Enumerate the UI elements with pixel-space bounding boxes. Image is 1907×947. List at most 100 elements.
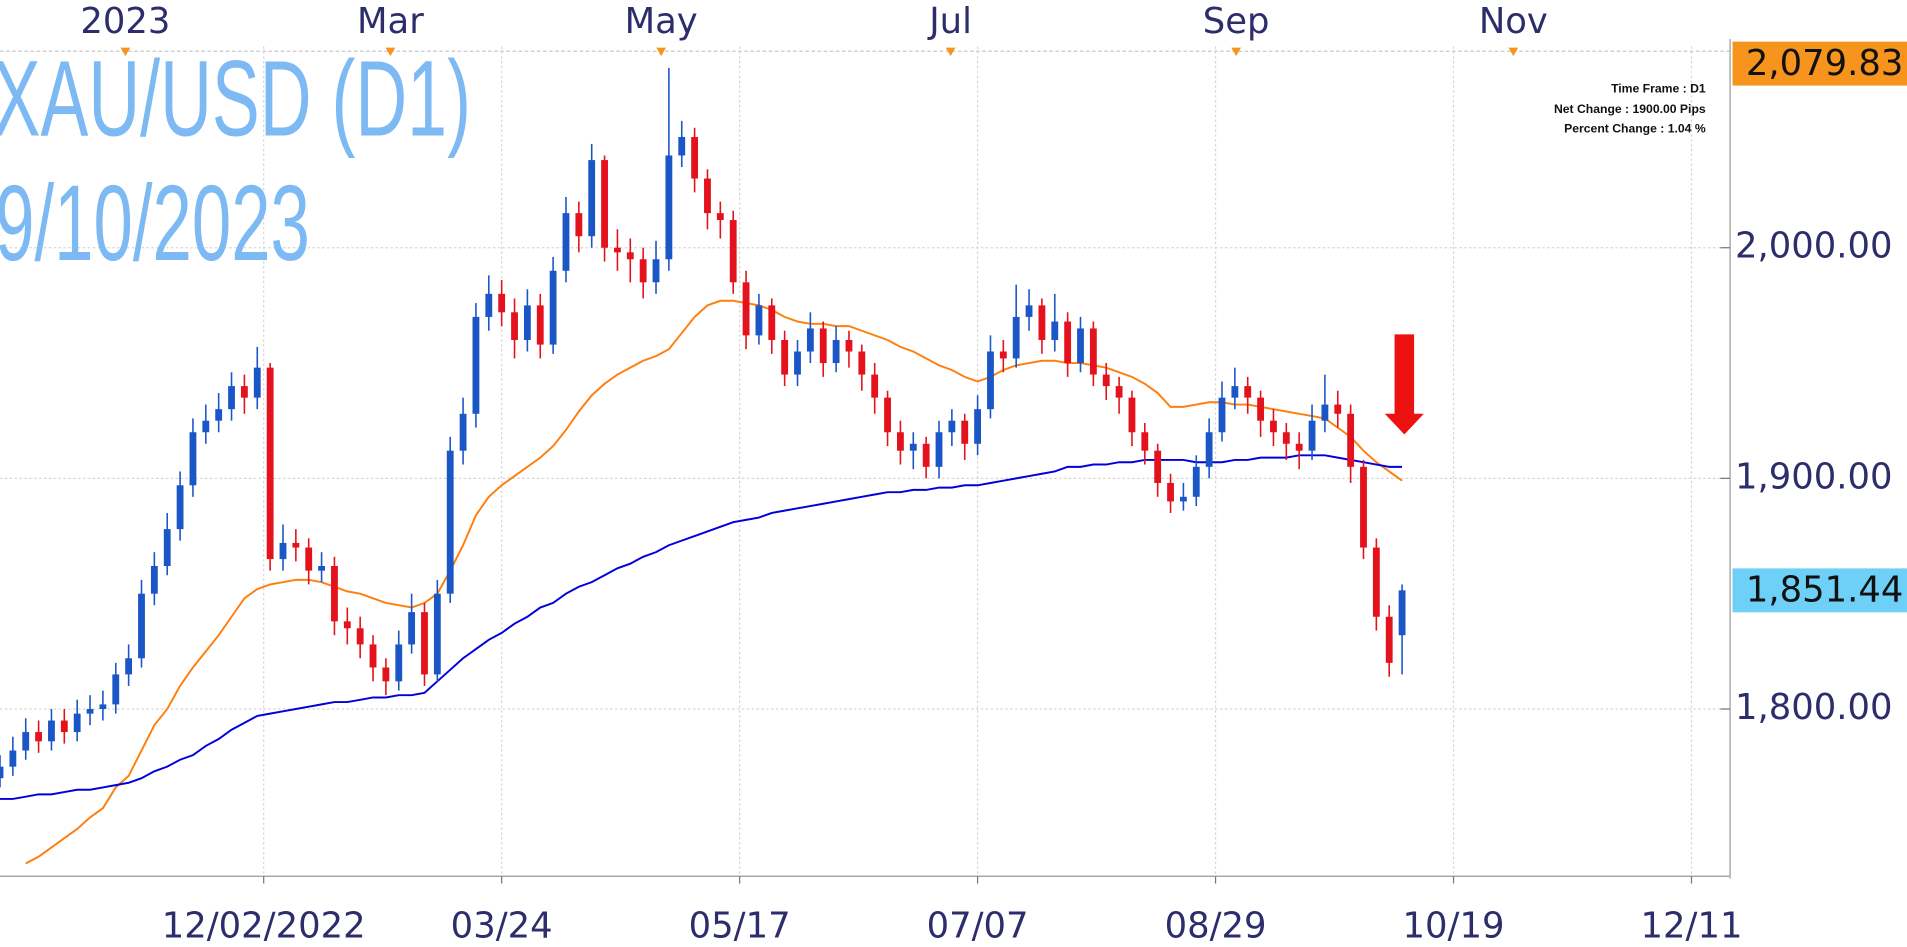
top-tick-label: 2023 [80, 1, 170, 42]
candle-body [1167, 482, 1174, 502]
x-tick-label: 12/11 [1641, 905, 1743, 946]
candle-body [1025, 305, 1033, 317]
candle-body [588, 160, 596, 237]
candle-body [35, 732, 43, 742]
candle-body [755, 305, 763, 336]
candle-body [1231, 386, 1239, 398]
top-tick-marker [945, 47, 956, 57]
candle-body [498, 293, 506, 313]
candle-body [1308, 420, 1316, 451]
top-tick-label: May [625, 1, 698, 42]
price-tag-label: 1,851.44 [1746, 570, 1904, 611]
candle-body [601, 160, 608, 248]
y-tick-label: 1,900.00 [1735, 456, 1893, 497]
candle-body [266, 367, 274, 560]
moving-average-line [0, 454, 1403, 800]
candle-body [742, 282, 750, 336]
candle-body [125, 658, 133, 675]
candle-body [485, 293, 493, 317]
x-tick-label: 07/07 [927, 905, 1029, 946]
candle-body [922, 443, 930, 467]
candle-body [1179, 496, 1187, 502]
candle-body [1398, 590, 1406, 636]
candle-body [228, 386, 235, 410]
candle-body [112, 674, 120, 705]
x-tick-label: 08/29 [1165, 905, 1267, 946]
candle-body [1205, 432, 1213, 467]
candle-body [948, 420, 956, 433]
watermark-title: XAU/USD (D1) [0, 39, 471, 159]
candle-body [549, 270, 557, 345]
candle-body [832, 339, 840, 364]
x-tick-label: 10/19 [1403, 905, 1505, 946]
candle-body [22, 732, 30, 751]
candle-body [382, 667, 390, 682]
candle-body [9, 750, 17, 767]
candle-body [652, 259, 660, 283]
candle-body [1385, 616, 1393, 663]
info-text: Percent Change : 1.04 % [1564, 122, 1706, 136]
candle-body [909, 443, 917, 451]
top-tick-label: Nov [1479, 1, 1548, 42]
top-tick-marker [1508, 47, 1519, 57]
axes: 1,800.00 1,900.00 2,000.00 12/02/2022 03/24 0… [80, 1, 1907, 946]
annotation-arrow [1384, 334, 1424, 435]
x-tick-label: 05/17 [689, 905, 791, 946]
candle-body [202, 420, 210, 433]
y-tick-label: 1,800.00 [1735, 687, 1893, 728]
candle-body [150, 566, 158, 594]
candle-body [1192, 466, 1200, 497]
candle-body [768, 305, 776, 340]
top-tick-marker [1231, 47, 1242, 57]
top-tick-label: Mar [357, 1, 424, 42]
candle-body [86, 709, 94, 714]
candle-body [253, 367, 261, 398]
top-tick-marker [120, 47, 131, 57]
info-text: Net Change : 1900.00 Pips [1554, 102, 1706, 116]
candle-body [1154, 450, 1162, 483]
candle-body [781, 339, 789, 375]
candle-body [704, 178, 711, 214]
price-tag [1732, 41, 1907, 86]
candle-body [459, 413, 467, 451]
candle-body [794, 351, 801, 375]
price-tag [1732, 568, 1907, 613]
grid [0, 46, 1731, 877]
candle-body [897, 432, 904, 451]
x-tick-label: 12/02/2022 [162, 905, 366, 946]
candle-body [1089, 328, 1097, 375]
top-tick-label: Sep [1203, 1, 1270, 42]
candle-body [884, 397, 891, 433]
candle-body [1347, 413, 1355, 467]
candle-body [639, 259, 647, 283]
candle-body [1012, 316, 1020, 359]
candle-body [292, 542, 300, 548]
candle-body [562, 213, 570, 271]
candle-body [1077, 328, 1084, 364]
candle-body [189, 432, 197, 486]
info-text: Time Frame : D1 [1611, 81, 1706, 95]
candle-body [1218, 397, 1226, 433]
candle-body [240, 386, 248, 398]
candle-body [356, 628, 364, 645]
candle-body [871, 374, 879, 398]
y-tick-label: 2,000.00 [1735, 226, 1893, 267]
candle-body [806, 328, 814, 352]
candle-body [1115, 386, 1123, 398]
candle-body [961, 420, 969, 444]
candle-body [665, 155, 673, 260]
plot-area: XAU/USD (D1) 9/10/2023 [0, 39, 1406, 865]
candle-body [716, 213, 724, 221]
candle-body [536, 305, 544, 345]
candle-body [819, 328, 827, 364]
candle-body [1141, 432, 1149, 451]
candle-body [1360, 466, 1367, 548]
candle-body [369, 644, 377, 668]
candle-body [305, 547, 313, 571]
candle-body [1270, 420, 1277, 433]
candle-body [1102, 374, 1110, 387]
candle-body [279, 542, 287, 560]
candle-body [318, 566, 325, 571]
candle-body [1244, 386, 1252, 398]
top-tick-marker [385, 47, 396, 57]
